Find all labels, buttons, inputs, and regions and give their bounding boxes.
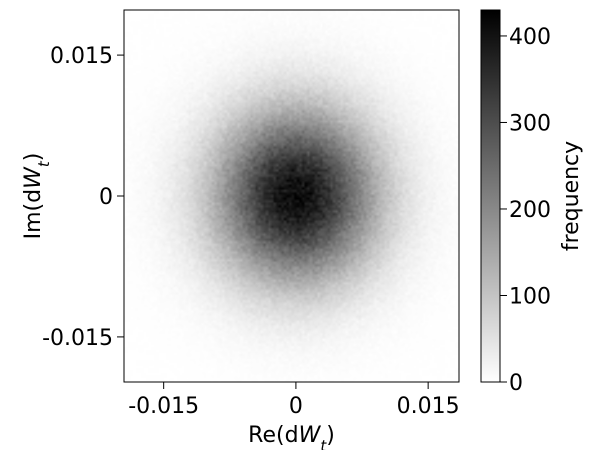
colorbar-tick-label: 100 [509, 284, 551, 309]
y-tick-label: 0 [99, 185, 113, 210]
heatmap-plot [123, 9, 460, 383]
colorbar-tick-label: 0 [509, 371, 523, 396]
x-axis-ticks: -0.015 0 0.015 [128, 382, 460, 419]
colorbar-gradient [481, 10, 500, 382]
colorbar-tick-label: 200 [509, 198, 551, 223]
colorbar: 0 100 200 300 400 [480, 9, 551, 396]
y-tick-label: 0.015 [50, 44, 113, 69]
x-tick-label: 0 [289, 394, 303, 419]
x-tick-label: -0.015 [128, 394, 199, 419]
y-axis-ticks: 0.015 0 -0.015 [42, 44, 124, 351]
colorbar-tick-label: 400 [509, 25, 551, 50]
x-axis-label: Re(dWt) [248, 423, 335, 450]
colorbar-frame [480, 9, 501, 383]
heatmap-image [124, 10, 459, 382]
colorbar-label: frequency [559, 141, 584, 251]
colorbar-ticks: 0 100 200 300 400 [500, 25, 551, 396]
y-tick-label: -0.015 [42, 326, 113, 351]
y-axis-label: Im(dWt) [21, 153, 53, 240]
colorbar-tick-label: 300 [509, 111, 551, 136]
x-tick-label: 0.015 [397, 394, 460, 419]
